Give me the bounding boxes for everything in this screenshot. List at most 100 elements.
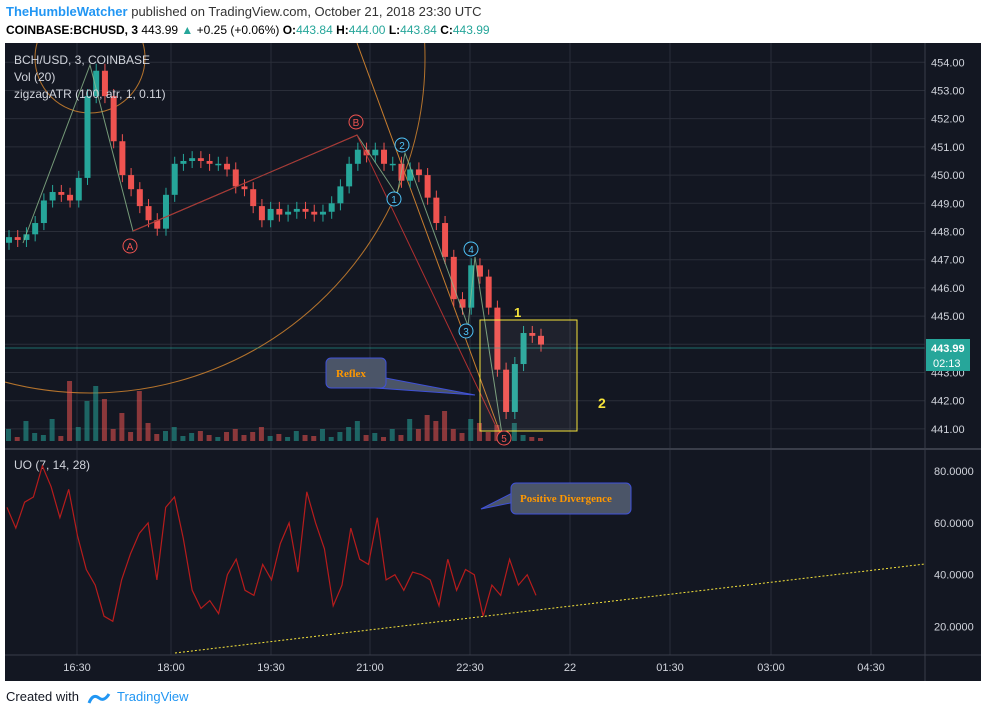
up-arrow-icon: ▲ <box>181 23 194 37</box>
b5-wave-line <box>356 134 504 442</box>
volume-bar <box>381 437 387 441</box>
volume-bar <box>511 423 517 441</box>
volume-bar <box>468 419 474 441</box>
candle-body <box>224 163 231 170</box>
legend-uo: UO (7, 14, 28) <box>14 458 90 472</box>
volume-bar <box>128 432 134 441</box>
candle-body <box>424 175 431 198</box>
volume-bar <box>407 419 413 441</box>
volume-bar <box>293 431 299 441</box>
wave-5-label: 5 <box>501 434 507 445</box>
volume-bar <box>241 435 247 441</box>
fib-circle-large <box>5 43 426 394</box>
price-tick-label: 447.00 <box>931 255 965 267</box>
price-tick-label: 446.00 <box>931 283 965 295</box>
candle-body <box>381 149 388 164</box>
grid-lines <box>5 43 925 655</box>
volume-bar <box>529 437 535 441</box>
candle-body <box>23 234 30 240</box>
volume-bar <box>415 429 421 441</box>
created-with-text: Created with <box>6 689 79 704</box>
time-tick-label: 04:30 <box>857 662 885 674</box>
candle-body <box>110 96 117 142</box>
wave-2-label: 2 <box>399 141 405 152</box>
divergence-callout[interactable]: Positive Divergence <box>480 482 632 515</box>
divergence-text: Positive Divergence <box>520 493 612 505</box>
volume-bar <box>189 433 195 441</box>
candle-body <box>459 299 466 308</box>
candle-body <box>119 141 126 176</box>
wave-3-badge <box>458 323 474 339</box>
price-tick-label: 453.00 <box>931 85 965 97</box>
candle-body <box>171 163 178 195</box>
badge-countdown: 02:13 <box>933 358 961 370</box>
time-tick-label: 03:00 <box>757 662 785 674</box>
volume-bar <box>372 433 378 441</box>
time-tick-label: 18:00 <box>157 662 185 674</box>
candle-body <box>136 189 143 207</box>
wave-B-label: B <box>353 118 360 129</box>
footer: Created with TradingView <box>6 689 189 705</box>
volume-bar <box>389 429 395 441</box>
price-tick-label: 442.00 <box>931 396 965 408</box>
chart-canvas[interactable]: 1 2 Reflex Positive Divergence A B 1 2 3 4 5 B… <box>5 43 981 681</box>
symbol-name: COINBASE:BCHUSD, 3 <box>6 23 139 37</box>
yellow-box[interactable] <box>479 319 578 432</box>
uo-axis-labels: 20.0000 40.0000 60.0000 80.0000 <box>934 466 974 633</box>
tradingview-logo-icon <box>87 692 111 704</box>
low-label: L: <box>388 23 401 37</box>
candle-body <box>485 276 492 308</box>
volume-bar <box>476 423 482 441</box>
candle-body <box>75 177 82 201</box>
volume-bar <box>119 413 125 441</box>
candle-body <box>476 265 483 277</box>
volume-bar <box>93 386 99 441</box>
candle-body <box>6 237 12 243</box>
candle-body <box>93 70 100 97</box>
ab-wave-line <box>132 134 358 232</box>
wave-3-label: 3 <box>463 327 469 338</box>
volume-bar <box>171 427 177 441</box>
candle-body <box>468 265 475 308</box>
legend-vol: Vol (20) <box>14 70 55 84</box>
author-link[interactable]: TheHumbleWatcher <box>6 4 128 19</box>
volume-bar <box>485 432 491 441</box>
wave-5-badge <box>496 430 512 446</box>
price-axis-labels: 441.00442.00443.00444.00445.00446.00447.… <box>931 57 965 436</box>
wave-1-label: 1 <box>391 195 397 206</box>
reflex-box <box>325 357 387 389</box>
volume-bar <box>520 435 526 441</box>
volume-bar <box>258 427 264 441</box>
time-tick-label: 19:30 <box>257 662 285 674</box>
volume-bar <box>224 432 230 441</box>
badge-bg <box>926 339 970 371</box>
volume-bar <box>267 436 273 441</box>
open-label: O: <box>282 23 297 37</box>
price-tick-label: 448.00 <box>931 226 965 238</box>
candle-body <box>32 223 39 235</box>
box-label-1: 1 <box>514 305 521 320</box>
volume-bar <box>6 429 11 441</box>
uo-series-line <box>6 464 537 623</box>
candle-body <box>293 208 300 212</box>
uo-tick-label: 40.0000 <box>934 570 974 582</box>
price-change: +0.25 (+0.06%) <box>196 23 280 37</box>
candle-body <box>494 307 501 370</box>
volume-bar <box>319 429 325 441</box>
wave-labels: A B 1 2 3 4 5 <box>122 114 512 446</box>
candle-body <box>529 333 536 336</box>
volume-bar <box>424 415 430 441</box>
candle-body <box>101 70 108 97</box>
volume-bar <box>145 423 151 441</box>
candle-body <box>250 189 257 207</box>
uo-tick-label: 80.0000 <box>934 466 974 478</box>
candle-body <box>285 211 292 215</box>
reflex-callout[interactable]: Reflex <box>325 357 476 396</box>
volume-bar <box>450 429 456 441</box>
tradingview-link[interactable]: TradingView <box>116 689 189 704</box>
volume-bar <box>433 421 439 441</box>
volume-bar <box>154 434 160 441</box>
price-tick-label: 452.00 <box>931 114 965 126</box>
volume-bar <box>67 381 73 441</box>
candle-body <box>162 194 169 229</box>
